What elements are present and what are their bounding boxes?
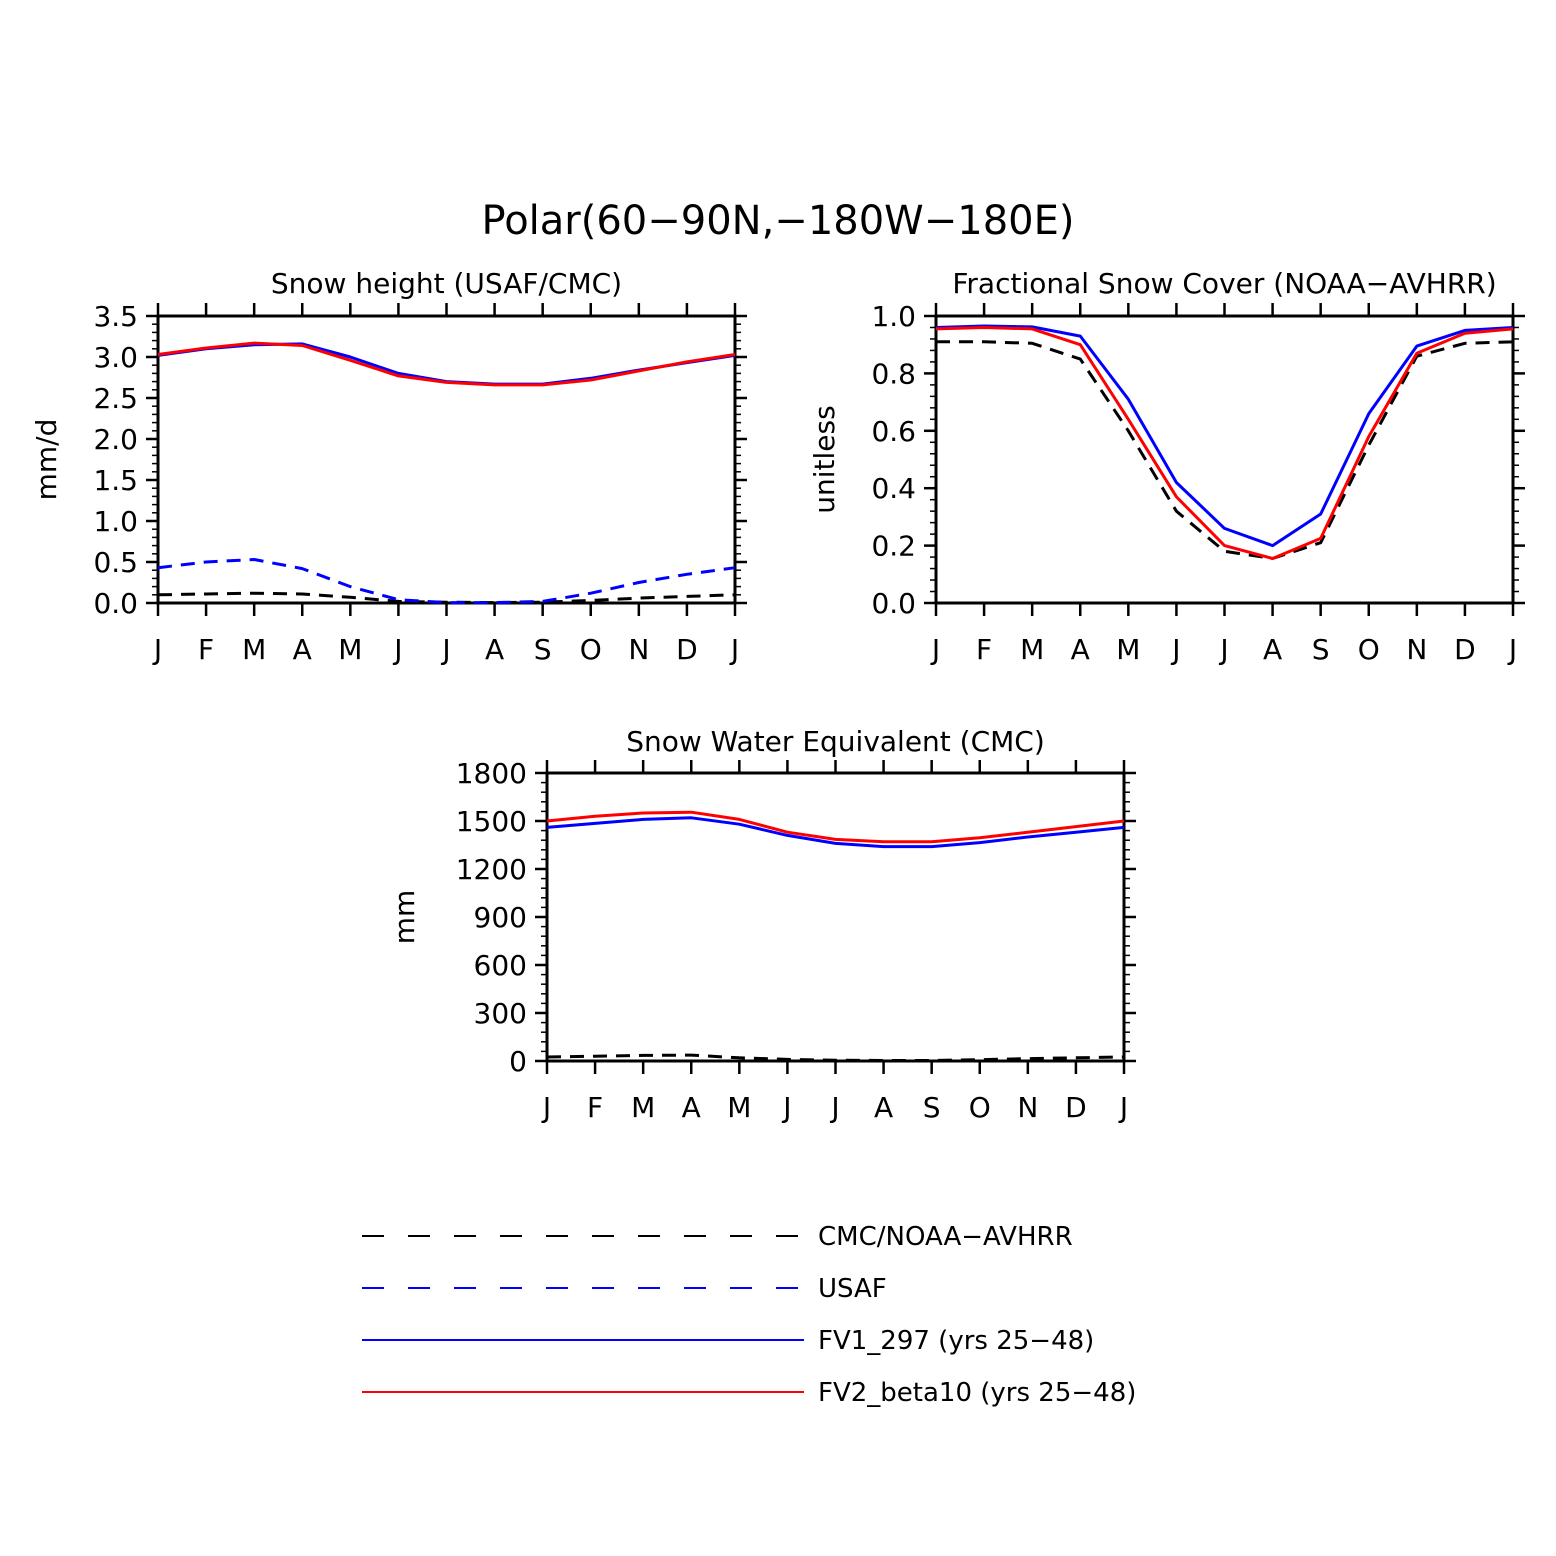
snow-cover-series-cmc-noaa-avhrr — [936, 340, 1514, 560]
snow-height-xtick-label: M — [338, 633, 362, 666]
swe-ytick-label: 1500 — [456, 805, 527, 838]
figure-title: Polar(60−90N,−180W−180E) — [482, 198, 1075, 244]
snow-height-xtick-label: J — [392, 633, 402, 666]
snow-cover-series-fv1-297-yrs-25-48 — [935, 324, 1514, 548]
legend-label: CMC/NOAA−AVHRR — [818, 1222, 1073, 1252]
snow-height-xtick-label: F — [198, 633, 214, 666]
swe-ytick-label: 1200 — [456, 853, 527, 886]
snow-height-ytick-label: 0.0 — [93, 587, 138, 620]
snow-height-frame — [156, 314, 737, 605]
snow-height-ytick-label: 1.5 — [93, 464, 138, 497]
swe-ytick-label: 300 — [474, 997, 527, 1030]
snow-height-xtick-label: J — [729, 633, 739, 666]
snow-height-series-fv2-beta10-yrs-25-48 — [157, 341, 736, 387]
snow-cover-series-fv2-beta10-yrs-25-48 — [935, 326, 1514, 560]
swe-xtick-label: N — [1017, 1091, 1038, 1124]
snow-height-xtick-label: D — [676, 633, 698, 666]
snow-cover-title: Fractional Snow Cover (NOAA−AVHRR) — [952, 267, 1496, 300]
swe-xtick-label: O — [969, 1091, 991, 1124]
snow-height-xtick-label: J — [152, 633, 162, 666]
swe-xtick-label: F — [587, 1091, 603, 1124]
snow-cover-xtick-label: O — [1358, 633, 1380, 666]
snow-height-series-usaf — [157, 558, 736, 605]
snow-cover-ytick-label: 0.0 — [871, 587, 916, 620]
snow-cover-xtick-label: S — [1312, 633, 1330, 666]
snow-cover-xtick-label: A — [1071, 633, 1090, 666]
snow-cover-ylabel: unitless — [808, 405, 841, 513]
swe-ytick-label: 600 — [474, 949, 527, 982]
snow-height-title: Snow height (USAF/CMC) — [271, 267, 622, 300]
snow-cover-xtick-label: M — [1020, 633, 1044, 666]
snow-height-xtick-label: J — [440, 633, 450, 666]
chart-snow-cover: Fractional Snow Cover (NOAA−AVHRR) unitle… — [808, 267, 1525, 666]
swe-title: Snow Water Equivalent (CMC) — [626, 725, 1045, 758]
snow-cover-xtick-label: A — [1263, 633, 1282, 666]
swe-xtick-label: J — [781, 1091, 791, 1124]
snow-cover-xtick-label: N — [1406, 633, 1427, 666]
snow-height-xtick-label: S — [534, 633, 552, 666]
chart-snow-height: Snow height (USAF/CMC)mm/dJ F M A M J J A S O N D J0… — [30, 267, 747, 666]
legend-label: FV1_297 (yrs 25−48) — [818, 1326, 1094, 1356]
swe-xtick-label: M — [727, 1091, 751, 1124]
snow-height-ylabel: mm/d — [30, 419, 63, 501]
swe-xtick-label: J — [1118, 1091, 1128, 1124]
snow-height-xtick-label: A — [485, 633, 504, 666]
swe-xtick-label: A — [874, 1091, 893, 1124]
snow-cover-xtick-label: F — [976, 633, 992, 666]
snow-height-ytick-label: 1.0 — [93, 505, 138, 538]
swe-series-fv1-297-yrs-25-48 — [546, 816, 1125, 849]
snow-height-ytick-label: 0.5 — [93, 546, 138, 579]
snow-cover-ytick-label: 0.2 — [871, 530, 916, 563]
snow-cover-xtick-label: D — [1454, 633, 1476, 666]
snow-cover-xtick-label: J — [930, 633, 940, 666]
swe-xtick-label: J — [541, 1091, 551, 1124]
swe-xtick-label: J — [829, 1091, 839, 1124]
snow-cover-xtick-label: J — [1170, 633, 1180, 666]
snow-cover-xtick-label: J — [1507, 633, 1517, 666]
snow-cover-frame — [934, 314, 1515, 605]
swe-ytick-label: 1800 — [456, 757, 527, 790]
snow-cover-ytick-label: 0.8 — [871, 357, 916, 390]
swe-series-fv2-beta10-yrs-25-48 — [546, 810, 1125, 844]
swe-series-cmc-noaa-avhrr — [546, 1053, 1125, 1062]
snow-cover-xtick-label: J — [1218, 633, 1228, 666]
chart-swe: Snow Water Equivalent (CMC)mmJ F M A M J J A S O N… — [388, 725, 1136, 1124]
swe-ytick-label: 0 — [509, 1045, 527, 1078]
swe-ylabel: mm — [388, 890, 421, 945]
snow-height-series-cmc-noaa-avhrr — [157, 591, 736, 605]
snow-height-ytick-label: 3.5 — [93, 300, 138, 333]
snow-cover-xtick-label: M — [1116, 633, 1140, 666]
swe-xtick-label: A — [682, 1091, 701, 1124]
snow-height-ytick-label: 3.0 — [93, 341, 138, 374]
swe-xtick-label: S — [923, 1091, 941, 1124]
snow-cover-ytick-label: 0.4 — [871, 472, 916, 505]
legend: CMC/NOAA−AVHRR USAF FV1_297 (yrs 25−48) FV2… — [362, 1222, 1136, 1408]
legend-label: USAF — [818, 1274, 887, 1304]
snow-height-xtick-label: O — [580, 633, 602, 666]
swe-frame — [545, 771, 1126, 1063]
snow-height-ytick-label: 2.0 — [93, 423, 138, 456]
snow-height-series-fv1-297-yrs-25-48 — [157, 342, 736, 386]
snow-height-xtick-label: N — [628, 633, 649, 666]
swe-xtick-label: M — [631, 1091, 655, 1124]
legend-label: FV2_beta10 (yrs 25−48) — [818, 1378, 1136, 1408]
snow-height-xtick-label: M — [242, 633, 266, 666]
snow-cover-ytick-label: 1.0 — [871, 300, 916, 333]
snow-height-xtick-label: A — [293, 633, 312, 666]
snow-cover-ytick-label: 0.6 — [871, 415, 916, 448]
swe-xtick-label: D — [1065, 1091, 1087, 1124]
snow-height-ytick-label: 2.5 — [93, 382, 138, 415]
swe-ytick-label: 900 — [474, 901, 527, 934]
